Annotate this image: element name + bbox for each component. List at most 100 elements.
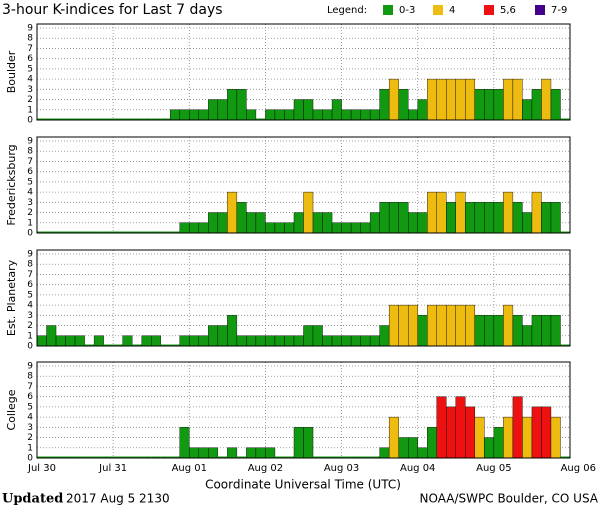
- bar: [465, 78, 476, 121]
- bar: [179, 335, 190, 347]
- y-tick-label: 7: [27, 44, 33, 54]
- bar: [312, 109, 323, 121]
- bar: [313, 456, 323, 458]
- bar: [284, 335, 295, 347]
- y-tick-label: 5: [27, 290, 33, 300]
- y-tick-label: 0: [27, 229, 33, 239]
- y-tick-label: 5: [27, 177, 33, 187]
- bar: [531, 89, 542, 121]
- bar: [550, 315, 561, 347]
- y-tick-label: 3: [27, 311, 33, 321]
- bar: [484, 89, 495, 121]
- y-tick-label: 6: [27, 392, 33, 402]
- y-tick-label: 2: [27, 95, 33, 105]
- bar: [531, 191, 542, 234]
- bar: [217, 456, 228, 458]
- bar: [132, 118, 142, 120]
- bar: [322, 109, 333, 121]
- bar: [550, 416, 561, 459]
- bar: [65, 118, 76, 120]
- bar: [541, 315, 552, 347]
- legend-text: 5,6: [500, 5, 516, 16]
- bar: [370, 456, 380, 458]
- y-tick-label: 2: [27, 433, 33, 443]
- bar: [122, 118, 133, 120]
- bar: [455, 191, 466, 234]
- bar: [388, 304, 399, 347]
- y-tick-label: 3: [27, 198, 33, 208]
- bar: [379, 447, 390, 459]
- bar: [379, 325, 390, 347]
- bar: [446, 202, 456, 234]
- footer-time: 2017 Aug 5 2130: [66, 492, 170, 506]
- bar: [103, 231, 114, 233]
- bar: [522, 325, 533, 347]
- bar: [455, 396, 466, 459]
- bar: [141, 118, 152, 120]
- bar: [522, 416, 533, 459]
- bar: [455, 304, 466, 347]
- bar: [75, 118, 85, 120]
- bar: [388, 416, 399, 459]
- bar: [322, 212, 333, 234]
- bar: [141, 456, 152, 458]
- x-tick-label: Aug 01: [172, 463, 207, 474]
- bar: [113, 456, 123, 458]
- bar: [531, 406, 542, 459]
- bar: [189, 109, 200, 121]
- bar: [436, 396, 447, 459]
- bar: [141, 231, 152, 233]
- bar: [46, 231, 57, 233]
- legend-swatch: [484, 5, 494, 15]
- y-tick-label: 1: [27, 331, 33, 341]
- bar: [522, 99, 533, 121]
- y-axis-label: Boulder: [5, 50, 18, 93]
- bar: [369, 109, 380, 121]
- bar: [122, 335, 133, 347]
- y-tick-label: 7: [27, 157, 33, 167]
- bar: [322, 456, 333, 458]
- bar: [65, 231, 76, 233]
- bar: [493, 89, 504, 121]
- y-tick-label: 1: [27, 218, 33, 228]
- y-tick-label: 0: [27, 342, 33, 352]
- bar: [236, 202, 247, 234]
- bar: [37, 231, 47, 233]
- bar: [303, 99, 314, 121]
- bar: [113, 118, 123, 120]
- y-tick-label: 4: [27, 301, 33, 311]
- bar: [265, 447, 276, 459]
- bar: [74, 335, 85, 347]
- bar: [360, 335, 371, 347]
- bar: [427, 191, 437, 234]
- y-tick-label: 2: [27, 208, 33, 218]
- bar: [274, 109, 285, 121]
- y-tick-label: 9: [27, 250, 33, 260]
- x-axis-label: Coordinate Universal Time (UTC): [205, 478, 401, 492]
- bar: [284, 222, 295, 234]
- bar: [465, 202, 476, 234]
- bar: [46, 118, 57, 120]
- bar: [151, 231, 161, 233]
- bar: [512, 202, 523, 234]
- bar: [246, 212, 257, 234]
- legend-text: 7-9: [551, 5, 567, 16]
- footer-source: NOAA/SWPC Boulder, CO USA: [420, 492, 599, 506]
- y-tick-label: 8: [27, 147, 33, 157]
- bar: [465, 406, 476, 459]
- bar: [417, 315, 428, 347]
- bar: [332, 456, 342, 458]
- bar: [427, 304, 437, 347]
- bar: [198, 109, 209, 121]
- bar: [331, 99, 342, 121]
- bar: [293, 335, 304, 347]
- bar: [151, 335, 161, 347]
- y-tick-label: 9: [27, 137, 33, 147]
- x-tick-label: Jul 30: [27, 463, 56, 474]
- y-tick-label: 1: [27, 443, 33, 453]
- bar: [550, 89, 561, 121]
- bar: [360, 109, 371, 121]
- bar: [446, 304, 456, 347]
- bar: [36, 335, 47, 347]
